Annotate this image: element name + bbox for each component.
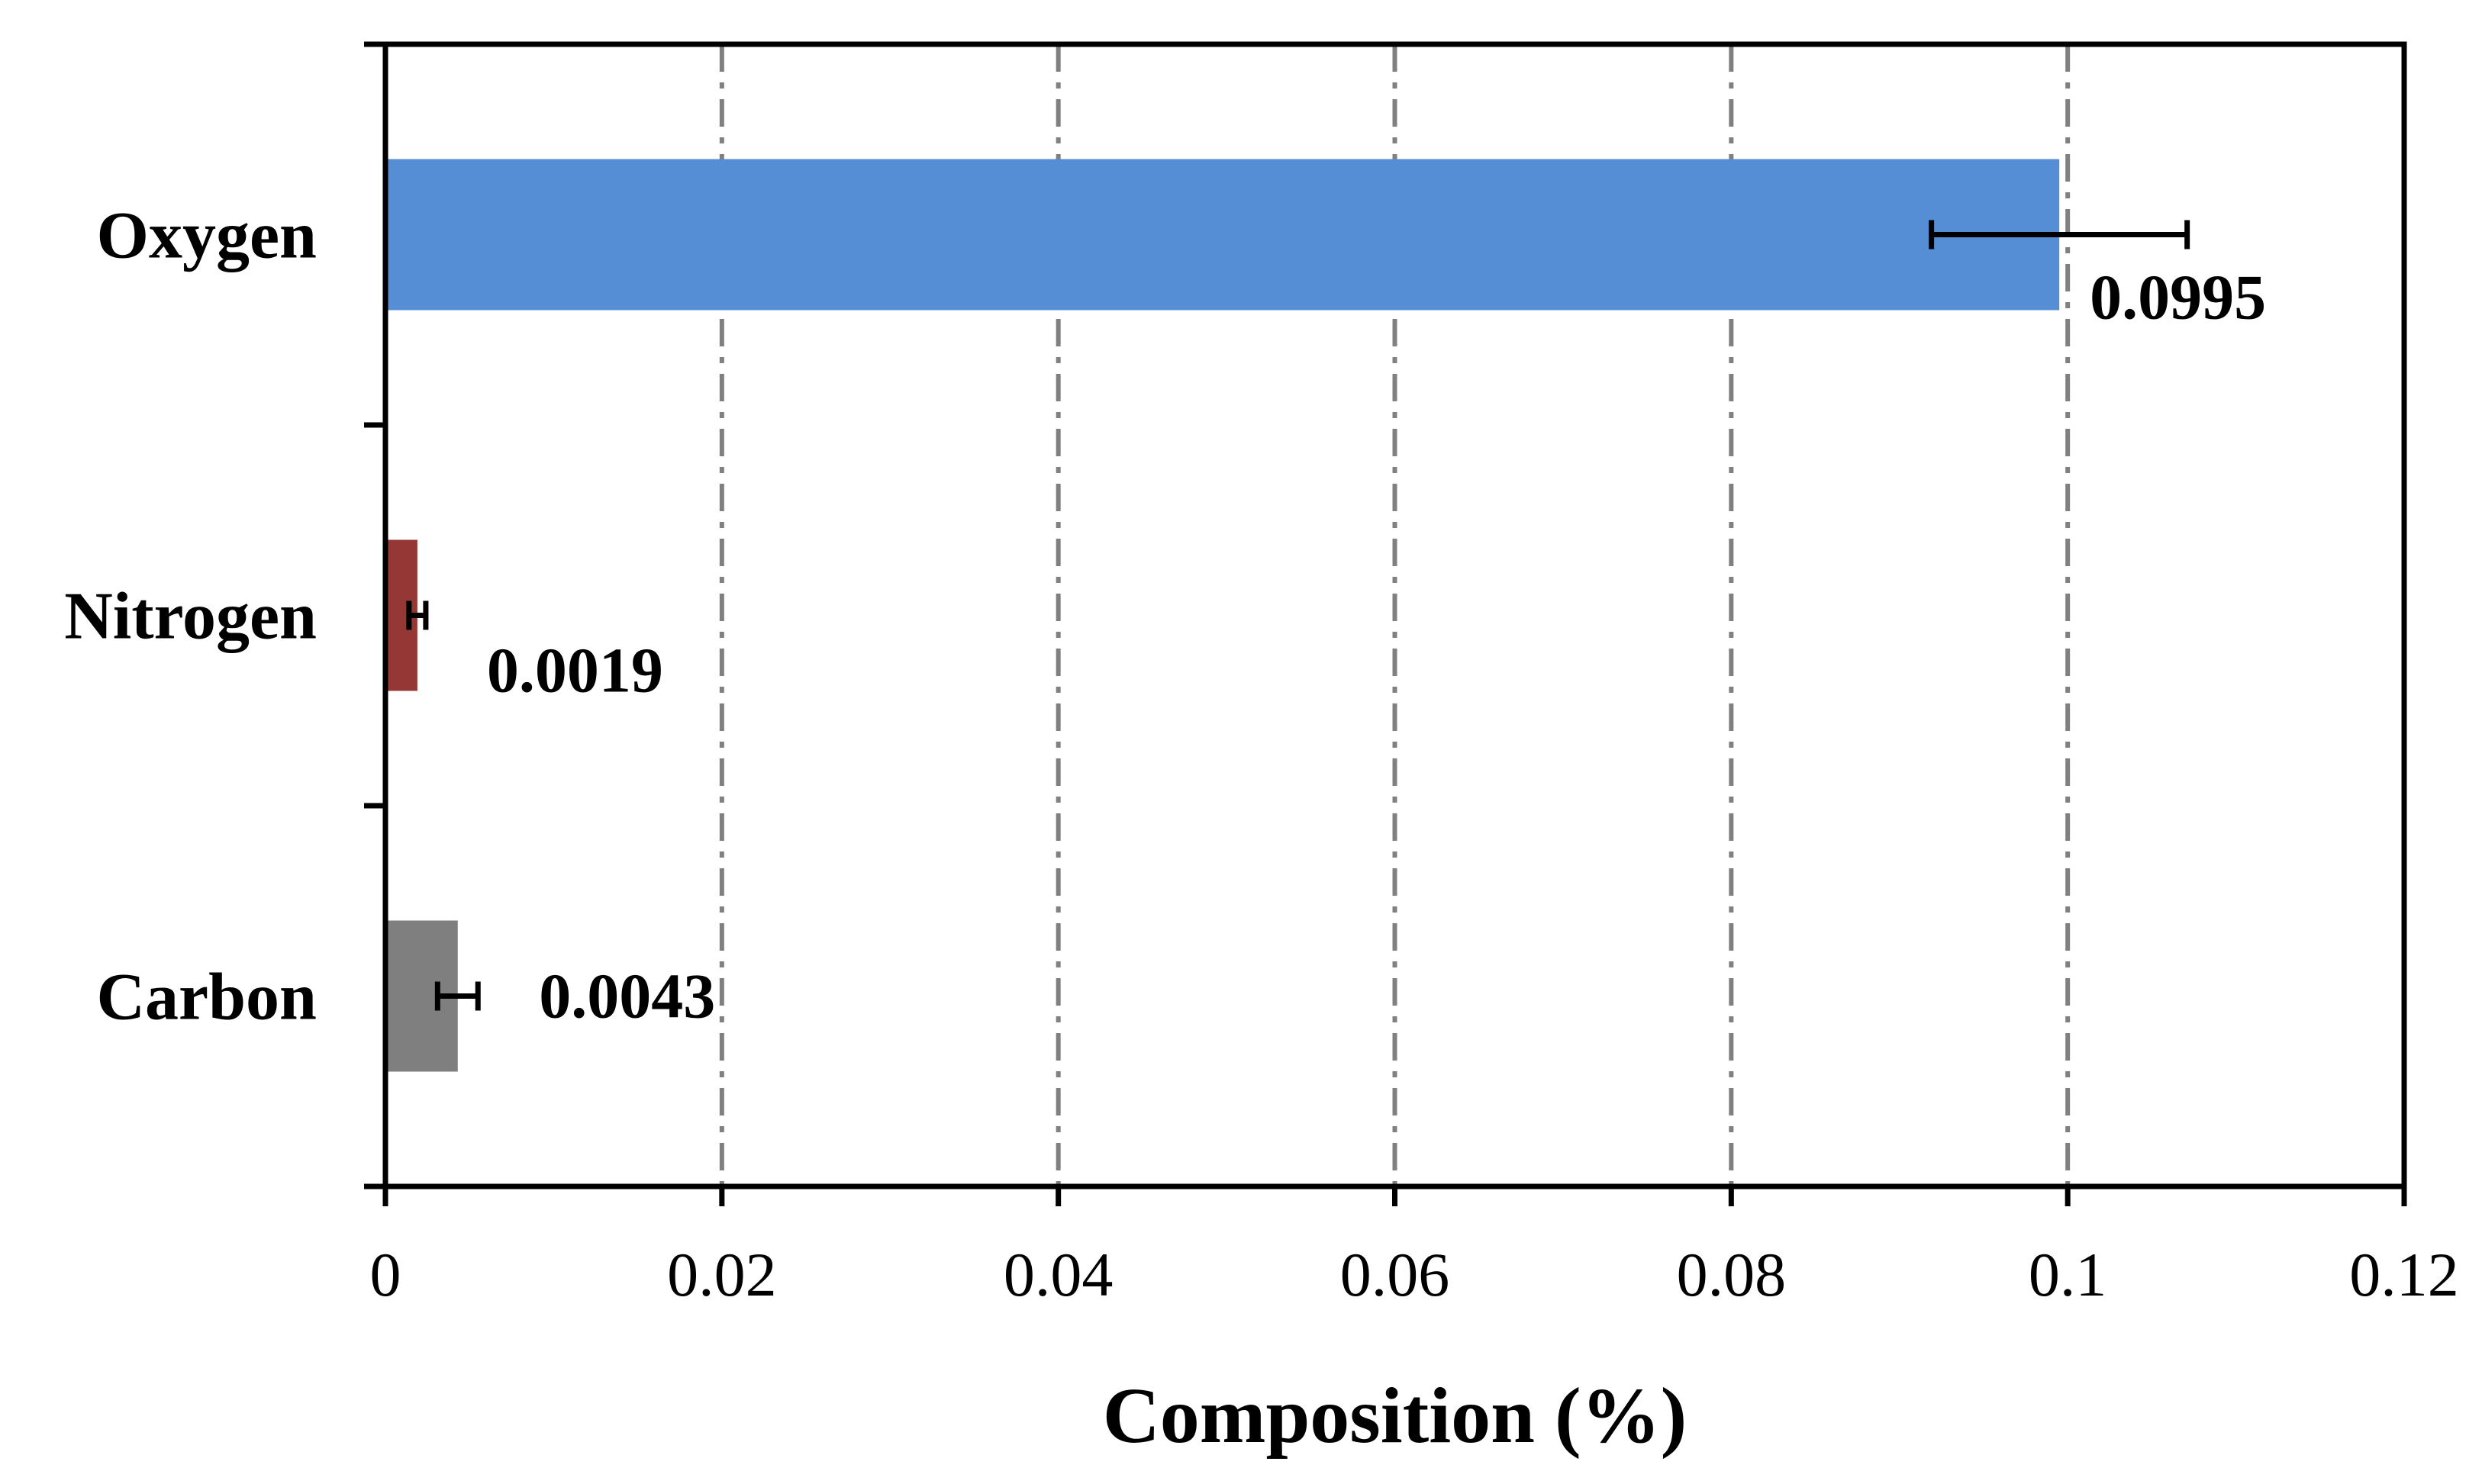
category-label-oxygen: Oxygen	[97, 199, 317, 273]
x-tick-label: 0.06	[1340, 1240, 1450, 1309]
category-labels: Oxygen Nitrogen Carbon	[64, 199, 317, 1035]
data-label-oxygen: 0.0995	[2090, 262, 2266, 333]
category-label-carbon: Carbon	[97, 961, 318, 1035]
x-tick-label: 0	[370, 1240, 401, 1309]
data-label-nitrogen: 0.0019	[487, 636, 663, 707]
data-label-carbon: 0.0043	[539, 961, 715, 1032]
axes	[364, 41, 2407, 1206]
x-tick-label: 0.02	[667, 1240, 777, 1309]
x-axis-title: Composition (%)	[1103, 1372, 1687, 1460]
bars	[385, 159, 2060, 1072]
x-tick-label: 0.04	[1004, 1240, 1114, 1309]
bar-oxygen	[385, 159, 2060, 311]
x-tick-label: 0.1	[2029, 1240, 2107, 1309]
error-bars	[406, 220, 2190, 1011]
data-labels: 0.0995 0.0019 0.0043	[487, 262, 2266, 1032]
x-tick-labels: 0 0.02 0.04 0.06 0.08 0.1 0.12	[370, 1240, 2459, 1309]
x-tick-label: 0.08	[1677, 1240, 1787, 1309]
category-label-nitrogen: Nitrogen	[64, 580, 317, 654]
x-tick-label: 0.12	[2349, 1240, 2459, 1309]
